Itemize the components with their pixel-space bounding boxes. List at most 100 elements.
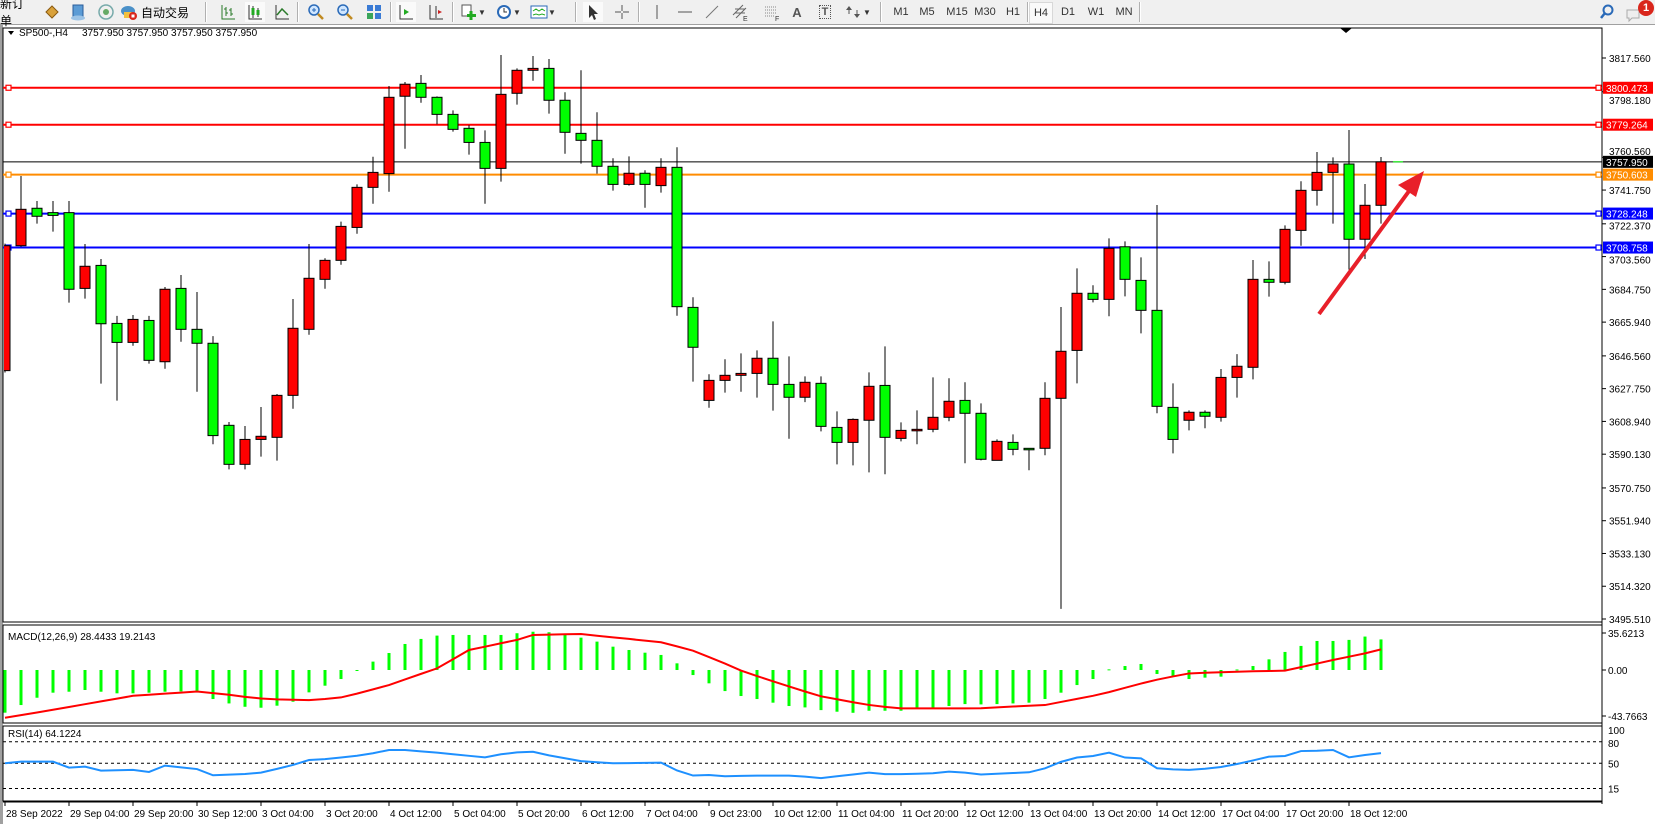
macd-histogram-bar (819, 670, 823, 711)
candle-body (127, 318, 139, 343)
horizontal-line[interactable] (3, 121, 1602, 128)
new-order-button[interactable]: 新订单 (0, 0, 34, 28)
time-label: 17 Oct 04:00 (1222, 809, 1280, 820)
horizontal-line[interactable] (3, 210, 1602, 217)
price-line-label: 3800.473 (1606, 84, 1648, 95)
market-watch-icon[interactable] (42, 2, 62, 22)
timeframe-d1[interactable]: D1 (1060, 6, 1076, 18)
macd-histogram-bar (1011, 670, 1015, 704)
macd-histogram-bar (803, 670, 807, 708)
candle-body (591, 139, 603, 167)
auto-scroll-icon[interactable] (396, 2, 416, 22)
red-arrow-annotation[interactable] (1317, 171, 1424, 316)
signals-icon[interactable] (96, 2, 116, 22)
candle (79, 243, 91, 299)
price-tick-label: 3570.750 (1609, 484, 1651, 495)
macd-histogram-bar (467, 634, 471, 670)
macd-histogram-bar (1379, 639, 1383, 670)
auto-trading-button[interactable]: 自动交易 (120, 2, 200, 22)
macd-histogram-bar (835, 670, 839, 712)
cursor-icon[interactable] (583, 2, 603, 22)
candle (543, 58, 555, 114)
candle (831, 411, 843, 465)
zoom-in-icon[interactable] (306, 2, 326, 22)
candle (1375, 157, 1387, 224)
vertical-line-icon[interactable] (647, 2, 667, 22)
line-handle-right (1595, 210, 1602, 217)
navigator-icon[interactable] (68, 2, 88, 22)
trendline-icon[interactable] (702, 2, 722, 22)
candle-body (4, 245, 11, 372)
candle (1007, 434, 1019, 456)
line-chart-icon[interactable] (272, 2, 292, 22)
notification-badge[interactable]: 1 (1638, 0, 1654, 16)
price-tick-label: 3703.560 (1609, 256, 1651, 267)
timeframe-w1[interactable]: W1 (1087, 6, 1105, 18)
timeframe-m15[interactable]: M15 (946, 6, 968, 18)
macd-histogram-bar (1251, 666, 1255, 670)
macd-histogram-bar (1331, 640, 1335, 670)
timeframe-mn[interactable]: MN (1115, 6, 1133, 18)
price-tick-label: 3665.940 (1609, 318, 1651, 329)
macd-histogram-bar (1347, 639, 1351, 670)
candle-body (255, 435, 267, 440)
rsi-axis-label: 15 (1608, 785, 1620, 796)
timeframe-h4[interactable]: H4 (1029, 2, 1053, 24)
chevron-down-icon: ▼ (548, 7, 556, 17)
collapse-triangle-icon[interactable] (8, 31, 14, 35)
time-label: 18 Oct 12:00 (1350, 809, 1408, 820)
candle-body (719, 374, 731, 381)
timeframe-h1[interactable]: H1 (1005, 6, 1021, 18)
horizontal-line[interactable] (3, 171, 1602, 178)
candle-body (895, 429, 907, 439)
candle (1295, 181, 1307, 246)
crosshair-icon[interactable] (612, 2, 632, 22)
candle-body (543, 67, 555, 101)
horizontal-line-icon[interactable] (675, 2, 695, 22)
candle (143, 315, 155, 364)
candle (559, 92, 571, 154)
macd-histogram-bar (179, 670, 183, 692)
macd-panel (3, 631, 1383, 719)
arrows-button[interactable]: ▼ (842, 2, 874, 22)
candle-body (175, 287, 187, 330)
candle-body (1263, 278, 1275, 283)
periods-button[interactable]: ▼ (493, 2, 523, 22)
equidistant-channel-icon[interactable]: E (730, 2, 750, 22)
bar-chart-icon[interactable] (218, 2, 238, 22)
templates-button[interactable]: ▼ (528, 2, 558, 22)
candle (863, 372, 875, 473)
candle (415, 75, 427, 103)
macd-histogram-bar (963, 670, 967, 705)
time-label: 5 Oct 04:00 (454, 809, 506, 820)
indicators-button[interactable]: ▼ (458, 2, 488, 22)
candle-body (415, 82, 427, 98)
svg-text:E: E (743, 16, 748, 21)
fibonacci-icon[interactable]: F (762, 2, 782, 22)
search-icon[interactable] (1598, 2, 1616, 22)
rsi-axis-label: 50 (1608, 759, 1620, 770)
candle (1231, 354, 1243, 398)
macd-histogram-bar (627, 650, 631, 670)
text-label-button[interactable]: T (815, 2, 835, 22)
chart-shift-marker-icon[interactable] (1340, 28, 1352, 33)
horizontal-lines[interactable] (3, 84, 1602, 251)
price-tick-label: 3741.750 (1609, 186, 1651, 197)
timeframe-m5[interactable]: M5 (919, 6, 935, 18)
zoom-out-icon[interactable] (335, 2, 355, 22)
tile-windows-icon[interactable] (364, 2, 384, 22)
text-tool-button[interactable]: A (792, 4, 802, 20)
horizontal-line[interactable] (3, 84, 1602, 91)
timeframe-m1[interactable]: M1 (893, 6, 909, 18)
candle-body (1183, 411, 1195, 421)
macd-histogram-bar (515, 633, 519, 670)
candle-body (1151, 309, 1163, 407)
timeframe-m30[interactable]: M30 (974, 6, 996, 18)
candle (1263, 261, 1275, 297)
candle (1167, 383, 1179, 454)
chart-shift-icon[interactable] (426, 2, 446, 22)
candle (319, 258, 331, 289)
candlestick-chart-icon[interactable] (245, 2, 265, 22)
candle-body (463, 127, 475, 143)
